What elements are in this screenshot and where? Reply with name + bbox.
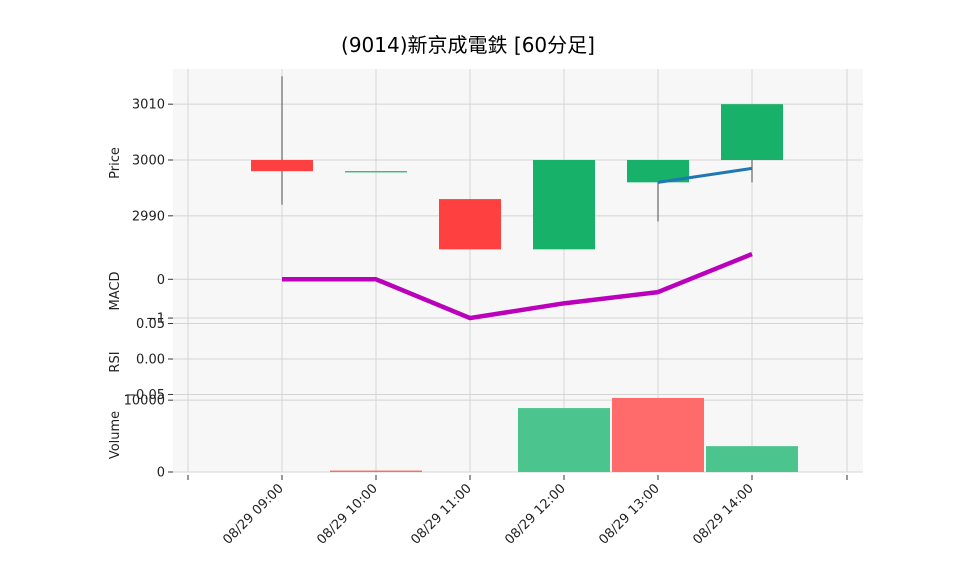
xtick-label: 08/29 09:00: [220, 481, 287, 548]
price-ytick-label-2: 3010: [132, 98, 165, 113]
xtick-label: 08/29 14:00: [690, 481, 757, 548]
candle-body: [439, 199, 501, 250]
volume-ytick-label-0: 0: [157, 466, 165, 481]
volume-axis-label: Volume: [108, 411, 123, 459]
price-ytick-label-0: 2990: [132, 209, 165, 224]
macd-ytick-label-0: 0: [157, 273, 165, 288]
volume-ytick-label-1: 10000: [124, 394, 165, 409]
macd-ytick-label-1: −1: [146, 312, 165, 327]
rsi-ytick-label-1: 0.00: [136, 353, 165, 368]
chart-title: (9014)新京成電鉄 [60分足]: [341, 33, 595, 57]
volume-bar: [612, 398, 704, 472]
xtick-label: 08/29 10:00: [314, 481, 381, 548]
price-overlay-line: [657, 166, 753, 184]
macd-line: [282, 252, 753, 321]
xtick-label: 08/29 12:00: [502, 481, 569, 548]
volume-bar: [518, 408, 610, 472]
candle-body: [251, 160, 313, 172]
xtick-label: 08/29 13:00: [596, 481, 663, 548]
candle-body: [533, 160, 595, 250]
candle-body: [721, 104, 783, 160]
volume-bar: [330, 470, 422, 472]
xtick-label: 08/29 11:00: [408, 481, 475, 548]
chart-marks: [251, 76, 798, 472]
price-axis-label: Price: [108, 147, 123, 179]
rsi-axis-label: RSI: [108, 351, 123, 372]
volume-bar: [706, 446, 798, 472]
price-ytick-label-1: 3000: [132, 154, 165, 169]
candle-body: [345, 171, 407, 173]
rsi-ytick-label-2: −0.05: [125, 388, 165, 403]
candle-body: [627, 160, 689, 183]
rsi-ytick-label-0: 0.05: [136, 317, 165, 332]
macd-axis-label: MACD: [108, 272, 123, 311]
